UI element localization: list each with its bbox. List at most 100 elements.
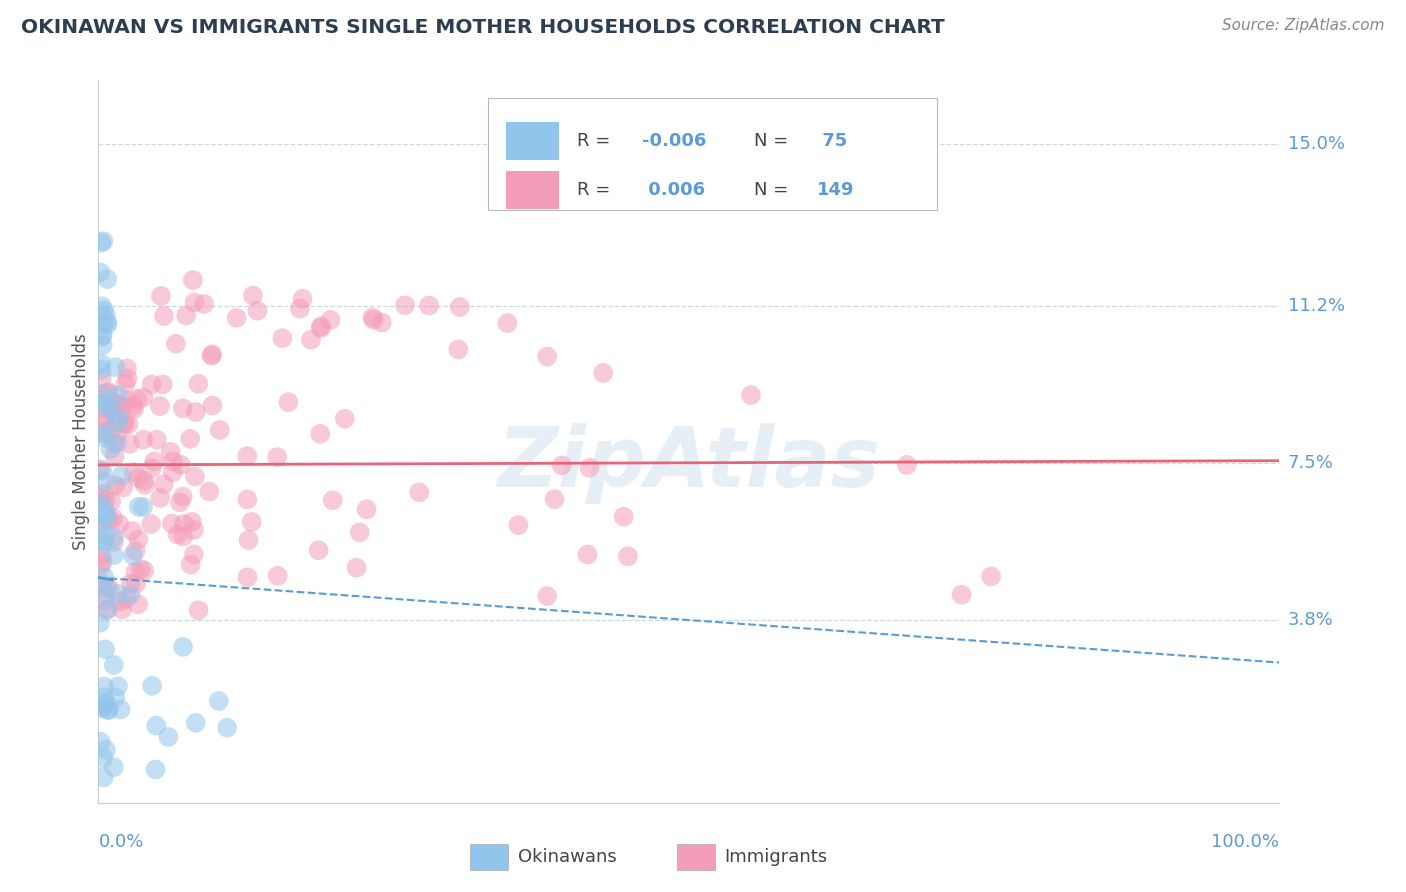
Point	[90, 558, 112, 573]
Point	[208, 423, 231, 437]
Point	[90, 357, 112, 371]
Point	[93, 771, 115, 785]
Point	[93, 303, 115, 318]
Point	[91, 701, 114, 715]
Point	[91, 387, 114, 401]
Point	[103, 548, 125, 562]
Point	[173, 516, 195, 531]
Point	[96, 315, 118, 329]
Point	[91, 577, 114, 591]
Point	[980, 569, 1002, 583]
Point	[115, 361, 138, 376]
Point	[94, 308, 117, 322]
Point	[319, 313, 342, 327]
Text: 100.0%: 100.0%	[1212, 833, 1279, 851]
Point	[166, 527, 188, 541]
Point	[172, 640, 194, 654]
Point	[103, 530, 125, 544]
Point	[97, 703, 120, 717]
Point	[157, 730, 180, 744]
Point	[96, 580, 118, 594]
Point	[89, 517, 111, 532]
Point	[104, 690, 127, 705]
Point	[91, 533, 114, 548]
Point	[89, 462, 111, 476]
Point	[141, 377, 163, 392]
Point	[90, 235, 112, 250]
Text: -0.006: -0.006	[641, 132, 706, 150]
Point	[132, 500, 155, 514]
Point	[103, 658, 125, 673]
Point	[103, 437, 125, 451]
Point	[122, 402, 145, 417]
Point	[97, 385, 120, 400]
Point	[122, 465, 145, 479]
Point	[592, 366, 614, 380]
Text: R =: R =	[576, 132, 616, 150]
Point	[98, 514, 121, 528]
Point	[170, 458, 193, 472]
Point	[90, 363, 112, 377]
Point	[108, 517, 131, 532]
Point	[172, 401, 194, 416]
Text: Immigrants: Immigrants	[724, 848, 828, 866]
FancyBboxPatch shape	[471, 844, 508, 870]
Point	[115, 591, 138, 606]
Point	[110, 399, 132, 413]
Point	[97, 703, 120, 717]
Point	[89, 491, 111, 505]
FancyBboxPatch shape	[678, 844, 714, 870]
Point	[149, 491, 172, 505]
Point	[132, 391, 155, 405]
Point	[740, 388, 762, 402]
Point	[91, 464, 114, 478]
Point	[96, 508, 118, 523]
Point	[288, 301, 311, 316]
Point	[543, 492, 565, 507]
Point	[89, 517, 111, 532]
Point	[97, 386, 120, 401]
Point	[127, 471, 149, 485]
Point	[617, 549, 640, 564]
Point	[101, 401, 124, 415]
Point	[169, 495, 191, 509]
Point	[96, 510, 118, 524]
Point	[149, 399, 172, 413]
Point	[107, 416, 129, 430]
Point	[201, 347, 224, 361]
Point	[134, 477, 156, 491]
Text: R =: R =	[576, 181, 616, 199]
Point	[165, 336, 187, 351]
Text: 149: 149	[817, 181, 853, 199]
Point	[97, 602, 120, 616]
Point	[308, 543, 330, 558]
Point	[141, 679, 163, 693]
Point	[181, 515, 204, 529]
Text: 7.5%: 7.5%	[1288, 454, 1334, 472]
Point	[105, 435, 128, 450]
Point	[120, 576, 142, 591]
Point	[174, 309, 197, 323]
Point	[496, 316, 519, 330]
Point	[266, 450, 288, 464]
Point	[96, 401, 118, 416]
Point	[107, 679, 129, 693]
Point	[143, 454, 166, 468]
Point	[183, 523, 205, 537]
Point	[134, 564, 156, 578]
Point	[198, 484, 221, 499]
Point	[193, 297, 215, 311]
Point	[121, 524, 143, 538]
Point	[93, 680, 115, 694]
Point	[114, 417, 136, 432]
Point	[225, 310, 247, 325]
Point	[100, 442, 122, 456]
Point	[153, 477, 176, 491]
Point	[100, 423, 122, 437]
Point	[129, 562, 152, 576]
Point	[110, 468, 132, 483]
Point	[96, 272, 118, 286]
Point	[93, 690, 115, 705]
Point	[94, 742, 117, 756]
Point	[613, 509, 636, 524]
